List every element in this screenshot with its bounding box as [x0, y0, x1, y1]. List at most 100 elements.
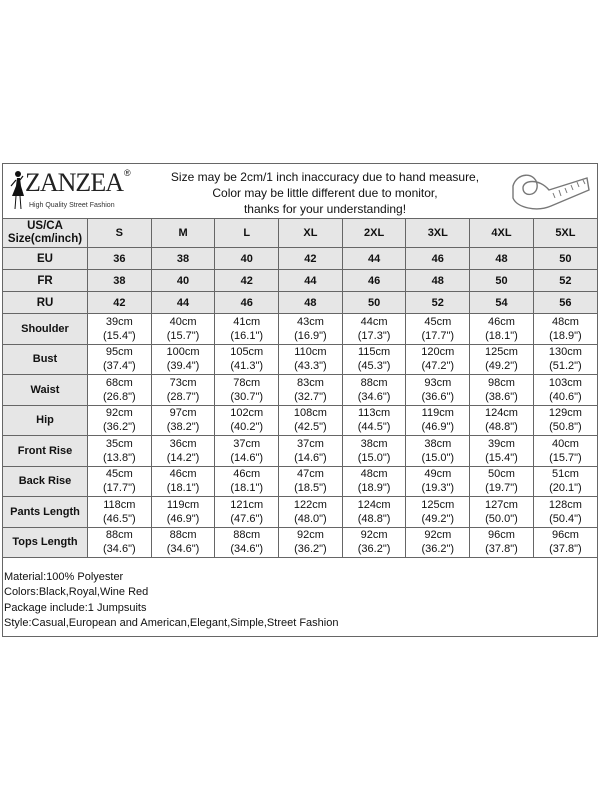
cell-inch: (14.2")	[166, 451, 200, 464]
cell-inch: (46.9")	[166, 512, 200, 525]
table-cell: 40	[214, 247, 280, 270]
cell-inch: (39.4")	[166, 360, 200, 373]
table-row: Shoulder 39cm (15.4") 40cm (15.7") 41cm (16.1"…	[3, 313, 597, 345]
cell-inch: (44.5")	[357, 421, 391, 434]
table-cell: 51cm (20.1")	[532, 465, 597, 497]
cell-cm: 121cm	[230, 498, 264, 511]
table-cell: 124cm (48.8")	[341, 496, 407, 528]
cell-cm: 50cm	[488, 468, 515, 481]
size-header: 2XL	[341, 219, 407, 248]
cell-inch: (48.8")	[357, 512, 391, 525]
table-cell: 45cm (17.7")	[87, 465, 152, 497]
table-cell: 48cm (18.9")	[532, 313, 597, 345]
style-text: Style:Casual,European and American,Elega…	[4, 616, 339, 629]
cell-inch: (50.0")	[485, 512, 518, 525]
table-cell: 100cm (39.4")	[150, 343, 216, 375]
cell-cm: 46cm	[233, 468, 261, 481]
cell-cm: 39cm	[105, 315, 133, 328]
row-label: Pants Length	[3, 496, 88, 528]
cell-cm: 108cm	[293, 407, 327, 420]
cell-cm: 105cm	[230, 346, 264, 359]
cell-inch: (47.2")	[421, 360, 455, 373]
material-text: Material:100% Polyester	[4, 571, 124, 583]
table-cell: 105cm (41.3")	[214, 343, 280, 375]
cell-cm: 73cm	[169, 376, 197, 389]
table-cell: 88cm (34.6")	[87, 526, 152, 558]
table-cell: 46cm (18.1")	[150, 465, 216, 497]
size-table: US/CA Size(cm/inch) S M L XL 2XL 3XL 4XL 5XL EU 36 3…	[3, 219, 597, 558]
cell-inch: (34.6")	[166, 543, 200, 556]
colors-text: Colors:Black,Royal,Wine Red	[4, 586, 149, 599]
table-cell: 92cm (36.2")	[278, 526, 343, 558]
table-cell: 68cm (26.8")	[87, 374, 152, 406]
cell-cm: 113cm	[357, 407, 391, 420]
row-label: Hip	[3, 404, 88, 436]
table-cell: 43cm (16.9")	[278, 313, 343, 345]
size-header: 5XL	[532, 219, 597, 248]
cell-inch: (38.2")	[166, 421, 200, 434]
table-cell: 42	[214, 269, 280, 292]
table-cell: 48	[278, 291, 343, 314]
table-cell: 46cm (18.1")	[214, 465, 280, 497]
table-cell: 120cm (47.2")	[405, 343, 471, 375]
cell-inch: (16.9")	[294, 329, 327, 342]
table-row: Tops Length 88cm (34.6") 88cm (34.6") 88cm (34…	[3, 526, 597, 558]
table-cell: 44	[150, 291, 216, 314]
table-cell: 50cm (19.7")	[469, 465, 534, 497]
cell-cm: 78cm	[233, 376, 261, 389]
cell-inch: (34.6")	[230, 543, 264, 556]
cell-inch: (28.7")	[166, 390, 200, 403]
cell-inch: (15.0")	[421, 451, 455, 464]
cell-cm: 45cm	[105, 468, 133, 481]
table-cell: 124cm (48.8")	[469, 404, 534, 436]
table-cell: 125cm (49.2")	[405, 496, 471, 528]
cell-cm: 40cm	[169, 315, 197, 328]
table-cell: 36	[87, 247, 152, 270]
table-cell: 121cm (47.6")	[214, 496, 280, 528]
table-cell: 46	[214, 291, 280, 314]
cell-inch: (18.1")	[166, 482, 200, 495]
table-cell: 39cm (15.4")	[87, 313, 152, 345]
cell-cm: 122cm	[293, 498, 327, 511]
registered-mark: ®	[123, 168, 131, 178]
product-details: Material:100% Polyester Colors:Black,Roy…	[3, 558, 597, 631]
cell-inch: (18.1")	[485, 329, 518, 342]
cell-cm: 96cm	[551, 529, 579, 542]
cell-inch: (42.5")	[294, 421, 327, 434]
cell-cm: 92cm	[360, 529, 388, 542]
table-row: Back Rise 45cm (17.7") 46cm (18.1") 46cm (18.1…	[3, 465, 597, 497]
cell-cm: 110cm	[294, 346, 327, 359]
cell-inch: (48.0")	[294, 512, 327, 525]
measuring-tape-icon	[512, 174, 590, 210]
table-cell: 41cm (16.1")	[214, 313, 280, 345]
measurement-notice: Size may be 2cm/1 inch inaccuracy due to…	[143, 169, 507, 217]
cell-cm: 37cm	[233, 437, 261, 450]
table-cell: 50	[341, 291, 407, 314]
table-cell: 35cm (13.8")	[87, 435, 152, 467]
cell-inch: (18.1")	[230, 482, 264, 495]
size-header: 4XL	[469, 219, 534, 248]
row-label: RU	[3, 291, 88, 314]
cell-cm: 119cm	[166, 498, 200, 511]
cell-cm: 40cm	[551, 437, 579, 450]
cell-cm: 39cm	[488, 437, 515, 450]
table-cell: 115cm (45.3")	[341, 343, 407, 375]
cell-inch: (18.9")	[357, 482, 391, 495]
cell-inch: (18.9")	[549, 329, 582, 342]
table-cell: 125cm (49.2")	[469, 343, 534, 375]
cell-inch: (49.2")	[421, 512, 455, 525]
cell-inch: (13.8")	[103, 451, 136, 464]
brand-name: ZANZEA	[25, 168, 124, 197]
table-cell: 128cm (50.4")	[532, 496, 597, 528]
table-cell: 130cm (51.2")	[532, 343, 597, 375]
cell-cm: 88cm	[360, 376, 388, 389]
cell-cm: 98cm	[488, 376, 515, 389]
table-cell: 103cm (40.6")	[532, 374, 597, 406]
row-label: EU	[3, 247, 88, 270]
cell-cm: 51cm	[551, 468, 579, 481]
cell-cm: 119cm	[421, 407, 454, 420]
row-label-line: Size(cm/inch)	[7, 233, 83, 245]
cell-inch: (15.4")	[103, 329, 136, 342]
table-row: EU 36 38 40 42 44 46 48 50	[3, 247, 597, 270]
cell-inch: (37.4")	[103, 360, 136, 373]
